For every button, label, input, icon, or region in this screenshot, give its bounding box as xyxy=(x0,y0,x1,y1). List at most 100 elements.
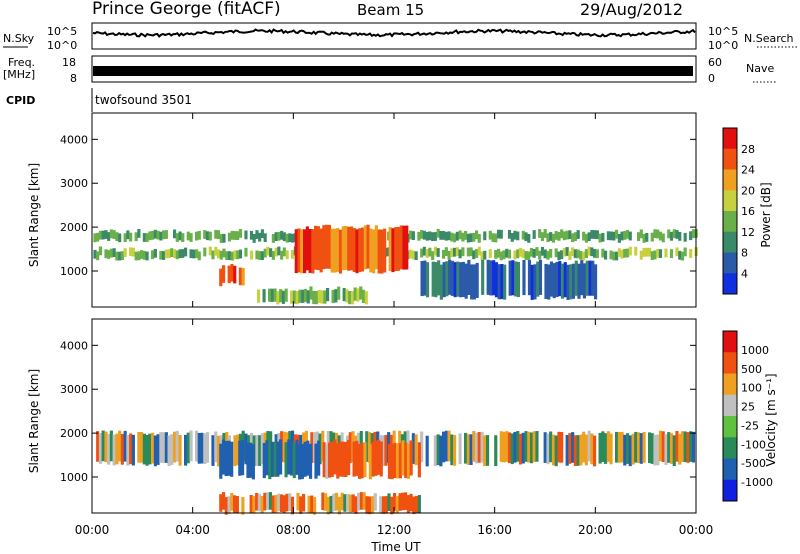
velocity-cells-cell-0 xyxy=(568,433,572,464)
power-cells-cell-0 xyxy=(626,248,630,258)
velocity-cells-cell-0 xyxy=(189,430,193,462)
velocity-cells-cell-0 xyxy=(153,435,157,467)
power-cells-cell-1 xyxy=(274,232,278,241)
power-colorbar-band xyxy=(723,252,737,274)
velocity-cells-cell-2 xyxy=(338,441,343,477)
velocity-cells-cell-0 xyxy=(175,430,179,462)
power-cells-cell-1 xyxy=(409,230,413,240)
velocity-cells-cell-2 xyxy=(363,442,367,478)
power-cells-cell-3 xyxy=(383,228,387,273)
velocity-cells-cell-0 xyxy=(469,434,473,465)
power-cells-cell-0 xyxy=(513,250,517,260)
velocity-cells-cell-0 xyxy=(678,433,682,465)
power-cells-cell-0 xyxy=(433,246,437,256)
power-cells-cell-0 xyxy=(260,251,264,260)
power-cells-cell-1 xyxy=(464,231,468,240)
velocity-cells-cell-0 xyxy=(442,431,446,463)
power-cells-cell-0 xyxy=(173,249,177,258)
power-cells-cell-1 xyxy=(510,233,514,242)
power-cells-cell-0 xyxy=(458,249,462,259)
power-cells-cell-3 xyxy=(341,226,345,271)
nsky-right-tick-high: 10^5 xyxy=(708,25,738,38)
power-cells-cell-1 xyxy=(101,230,105,240)
xtick-label: 04:00 xyxy=(175,523,210,537)
nave-tick-low: 0 xyxy=(708,72,715,85)
power-cells-cell-5 xyxy=(577,263,581,299)
velocity-cells-cell-2 xyxy=(355,440,359,476)
velocity-cells-cell-3 xyxy=(346,493,350,512)
velocity-cells-cell-0 xyxy=(282,431,286,463)
power-colorbar-band xyxy=(723,231,737,253)
power-cells-cell-0 xyxy=(431,251,435,260)
nave-label: Nave xyxy=(746,62,774,75)
power-colorbar-tick: 24 xyxy=(741,164,755,177)
power-cells-cell-1 xyxy=(590,230,594,239)
velocity-cells-cell-1 xyxy=(230,441,234,477)
power-cells-cell-5 xyxy=(423,260,427,296)
velocity-cells-cell-2 xyxy=(344,441,348,477)
velocity-cells-cell-0 xyxy=(680,431,685,462)
power-cells-cell-0 xyxy=(129,247,133,257)
power-cells-cell-4 xyxy=(298,289,302,303)
power-cells-cell-1 xyxy=(425,231,429,241)
velocity-colorbar-band xyxy=(723,394,737,417)
power-cells-cell-0 xyxy=(678,250,682,260)
power-cells-cell-5 xyxy=(574,260,578,296)
power-ytick-label: 3000 xyxy=(60,177,88,190)
power-cells-cell-0 xyxy=(442,249,446,259)
power-cells-cell-1 xyxy=(672,229,676,239)
power-cells-cell-1 xyxy=(145,233,149,242)
velocity-cells-cell-0 xyxy=(164,432,168,463)
power-cells-cell-1 xyxy=(617,234,621,243)
velocity-cells-cell-0 xyxy=(109,430,113,462)
power-cells-cell-0 xyxy=(617,248,621,257)
power-cells-cell-0 xyxy=(502,250,506,260)
beam-title: Beam 15 xyxy=(357,1,424,19)
power-cells-cell-5 xyxy=(492,260,496,296)
power-cells-cell-4 xyxy=(303,288,308,303)
velocity-cells-cell-2 xyxy=(374,440,378,476)
power-cells-cell-0 xyxy=(483,250,487,260)
power-cells-cell-0 xyxy=(595,249,599,259)
power-cells-cell-0 xyxy=(469,247,473,257)
velocity-cells-cell-0 xyxy=(637,432,641,463)
velocity-cells-cell-2 xyxy=(341,441,345,477)
power-cells-cell-1 xyxy=(609,231,613,241)
velocity-cells-cell-1 xyxy=(279,439,283,475)
power-cells-cell-0 xyxy=(134,251,138,261)
power-cells-cell-0 xyxy=(167,249,171,259)
power-cells-cell-5 xyxy=(470,264,474,300)
power-cells-cell-4 xyxy=(273,288,277,302)
power-cells-cell-0 xyxy=(524,251,528,260)
power-cells-cell-0 xyxy=(118,251,122,261)
velocity-cells-cell-0 xyxy=(98,433,103,464)
power-cells-cell-0 xyxy=(573,249,577,259)
power-cells-cell-1 xyxy=(475,230,479,240)
velocity-cells-cell-3 xyxy=(326,496,330,515)
power-cells-cell-3 xyxy=(366,224,370,269)
power-cells-cell-1 xyxy=(285,233,289,243)
velocity-cells-cell-1 xyxy=(309,443,313,479)
power-cells-cell-0 xyxy=(411,250,415,260)
velocity-cells-cell-0 xyxy=(348,432,352,463)
power-cells-cell-4 xyxy=(284,288,288,302)
power-cells-cell-4 xyxy=(295,291,299,305)
velocity-cells-cell-0 xyxy=(557,431,561,463)
power-cells-cell-0 xyxy=(480,251,484,261)
power-cells-cell-1 xyxy=(507,229,512,239)
power-cells-cell-0 xyxy=(414,251,418,261)
power-cells-cell-5 xyxy=(566,264,570,300)
velocity-cells-cell-0 xyxy=(195,430,199,462)
power-cells-cell-1 xyxy=(576,230,580,239)
velocity-cells-cell-3 xyxy=(288,493,292,511)
power-cells-cell-2 xyxy=(241,267,245,286)
power-cells-cell-0 xyxy=(628,246,632,256)
power-cells-cell-5 xyxy=(445,261,449,297)
velocity-cells-cell-3 xyxy=(359,492,364,510)
power-cells-cell-0 xyxy=(571,247,575,257)
velocity-cells-cell-3 xyxy=(357,492,361,511)
power-cells-cell-5 xyxy=(571,263,576,299)
power-ylabel: Slant Range [km] xyxy=(27,163,41,267)
velocity-cells-cell-2 xyxy=(360,443,364,479)
velocity-cells-cell-3 xyxy=(241,497,245,515)
